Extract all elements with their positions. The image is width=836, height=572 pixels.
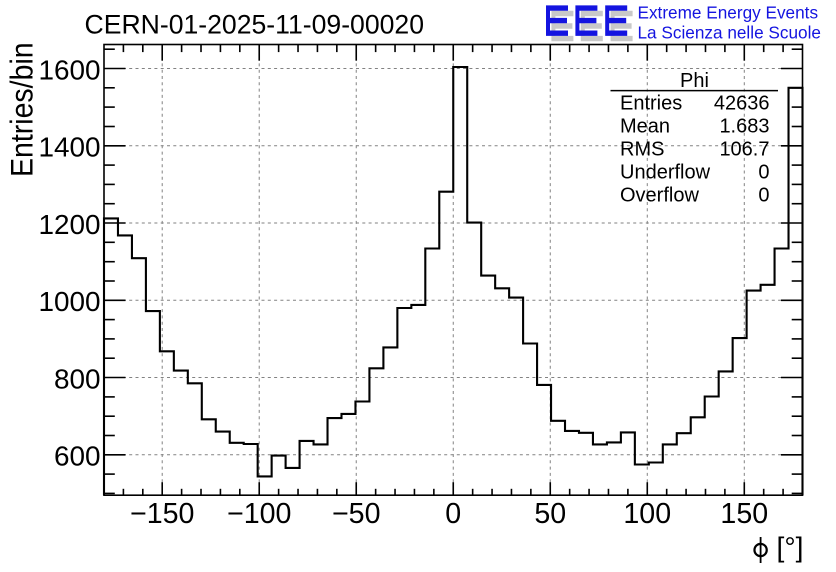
svg-text:Overflow: Overflow — [620, 185, 699, 207]
svg-text:−150: −150 — [130, 498, 194, 530]
svg-text:Entries/bin: Entries/bin — [5, 42, 40, 177]
svg-text:Underflow: Underflow — [620, 162, 711, 184]
svg-text:42636: 42636 — [714, 93, 770, 115]
svg-text:106.7: 106.7 — [719, 139, 769, 161]
svg-text:CERN-01-2025-11-09-00020: CERN-01-2025-11-09-00020 — [85, 10, 425, 40]
svg-text:RMS: RMS — [620, 139, 664, 161]
svg-text:1200: 1200 — [38, 209, 100, 240]
svg-text:1600: 1600 — [38, 54, 100, 85]
svg-text:0: 0 — [445, 498, 461, 530]
svg-text:Mean: Mean — [620, 116, 670, 138]
svg-text:Phi: Phi — [680, 70, 709, 92]
svg-text:0: 0 — [758, 162, 769, 184]
svg-text:800: 800 — [54, 363, 101, 394]
svg-text:100: 100 — [623, 498, 671, 530]
svg-text:600: 600 — [54, 441, 101, 472]
svg-text:Entries: Entries — [620, 93, 682, 115]
svg-text:1000: 1000 — [38, 286, 100, 317]
svg-text:1400: 1400 — [38, 132, 100, 163]
svg-text:0: 0 — [758, 185, 769, 207]
svg-text:Extreme Energy Events: Extreme Energy Events — [638, 2, 819, 22]
svg-text:−100: −100 — [227, 498, 291, 530]
svg-text:150: 150 — [720, 498, 768, 530]
svg-text:1.683: 1.683 — [719, 116, 769, 138]
svg-text:50: 50 — [534, 498, 566, 530]
svg-text:[°]: [°] — [777, 530, 804, 562]
svg-text:−50: −50 — [332, 498, 381, 530]
svg-text:La Scienza nelle Scuole: La Scienza nelle Scuole — [638, 22, 821, 42]
